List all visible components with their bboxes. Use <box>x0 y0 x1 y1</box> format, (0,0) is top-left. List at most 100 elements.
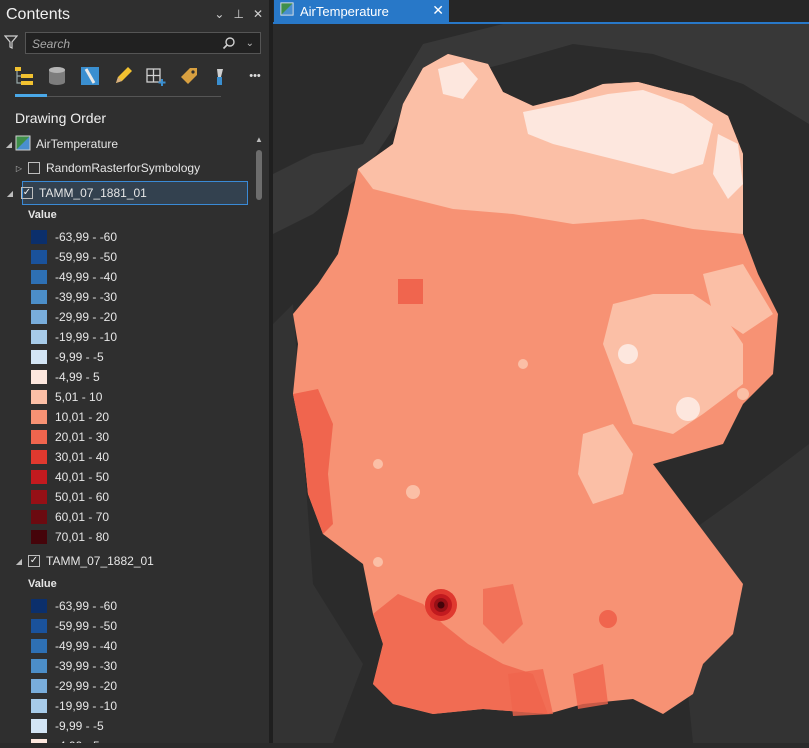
expand-arrow-icon[interactable]: ◢ <box>15 556 23 566</box>
collapse-arrow-icon[interactable]: ▷ <box>15 163 23 173</box>
layer-tree: ◢ AirTemperature ▷ RandomRasterforSymbol… <box>0 132 253 743</box>
legend-label: -4,99 - 5 <box>55 370 100 384</box>
list-by-data-source-icon[interactable] <box>45 64 69 88</box>
legend-entry[interactable]: -9,99 - -5 <box>31 349 104 365</box>
close-tab-icon[interactable]: ✕ <box>432 2 444 18</box>
legend-swatch[interactable] <box>31 739 47 743</box>
legend-entry[interactable]: 60,01 - 70 <box>31 509 109 525</box>
legend-swatch[interactable] <box>31 470 47 484</box>
layer-visibility-checkbox[interactable]: ✓ <box>21 187 33 199</box>
legend-entry[interactable]: -19,99 - -10 <box>31 698 117 714</box>
legend-entry[interactable]: -39,99 - -30 <box>31 658 117 674</box>
legend-entry[interactable]: -49,99 - -40 <box>31 638 117 654</box>
neighbor-land <box>273 24 809 234</box>
legend-label: -59,99 - -50 <box>55 250 118 264</box>
legend-entry[interactable]: 10,01 - 20 <box>31 409 109 425</box>
light-island <box>676 397 700 421</box>
legend-label: -59,99 - -50 <box>55 619 118 633</box>
legend-entry[interactable]: 70,01 - 80 <box>31 529 109 545</box>
legend-entry[interactable]: 50,01 - 60 <box>31 489 109 505</box>
legend-swatch[interactable] <box>31 330 47 344</box>
map-canvas[interactable] <box>273 24 809 743</box>
legend-entry[interactable]: -29,99 - -20 <box>31 309 117 325</box>
legend-label: -49,99 - -40 <box>55 270 118 284</box>
legend-swatch[interactable] <box>31 290 47 304</box>
list-by-snapping-icon[interactable] <box>144 64 168 88</box>
legend-swatch[interactable] <box>31 310 47 324</box>
legend-entry[interactable]: -19,99 - -10 <box>31 329 117 345</box>
legend-entry[interactable]: -63,99 - -60 <box>31 598 117 614</box>
legend-entry[interactable]: -59,99 - -50 <box>31 618 117 634</box>
list-by-charts-icon[interactable] <box>210 64 234 88</box>
legend-swatch[interactable] <box>31 350 47 364</box>
search-options-chevron-icon[interactable]: ⌄ <box>245 38 254 49</box>
map-tab[interactable]: AirTemperature ✕ <box>274 0 449 22</box>
legend-entry[interactable]: -29,99 - -20 <box>31 678 117 694</box>
legend-label: 20,01 - 30 <box>55 430 110 444</box>
legend-swatch[interactable] <box>31 430 47 444</box>
search-input[interactable] <box>30 35 214 53</box>
tree-row-layer[interactable]: ◢ ✓ TAMM_07_1882_01 <box>14 551 154 571</box>
map-icon <box>15 135 31 154</box>
legend-swatch[interactable] <box>31 699 47 713</box>
legend-entry[interactable]: -49,99 - -40 <box>31 269 117 285</box>
tree-row-layer[interactable]: ▷ RandomRasterforSymbology <box>14 158 200 178</box>
list-by-editing-icon[interactable] <box>111 64 135 88</box>
scroll-thumb[interactable] <box>256 150 262 200</box>
south-warm-spot <box>599 610 617 628</box>
list-by-selection-icon[interactable] <box>78 64 102 88</box>
legend-swatch[interactable] <box>31 679 47 693</box>
more-icon[interactable]: ••• <box>249 70 261 82</box>
tree-row-layer-selected[interactable]: ◢ ✓ TAMM_07_1881_01 <box>7 181 248 205</box>
expand-arrow-icon[interactable]: ◢ <box>5 139 13 149</box>
layer-visibility-checkbox[interactable]: ✓ <box>28 555 40 567</box>
toolbar-divider <box>15 96 221 97</box>
pane-splitter[interactable] <box>269 0 273 743</box>
legend-label: -63,99 - -60 <box>55 599 118 613</box>
legend-entry[interactable]: 30,01 - 40 <box>31 449 109 465</box>
legend-entry[interactable]: 5,01 - 10 <box>31 389 102 405</box>
legend-entry[interactable]: -63,99 - -60 <box>31 229 117 245</box>
scroll-up-icon[interactable]: ▲ <box>255 135 263 144</box>
list-by-drawing-order-icon[interactable] <box>12 64 36 88</box>
list-by-labeling-icon[interactable] <box>177 64 201 88</box>
central-lighter-patch <box>578 424 633 504</box>
legend-swatch[interactable] <box>31 410 47 424</box>
legend-swatch[interactable] <box>31 719 47 733</box>
legend-swatch[interactable] <box>31 390 47 404</box>
legend-entry[interactable]: -4,99 - 5 <box>31 738 100 743</box>
expand-arrow-icon[interactable]: ◢ <box>6 188 14 198</box>
panel-menu-button[interactable]: ⌄ <box>214 7 225 21</box>
legend-swatch[interactable] <box>31 530 47 544</box>
legend-entry[interactable]: -39,99 - -30 <box>31 289 117 305</box>
tree-row-map[interactable]: ◢ AirTemperature <box>4 134 118 154</box>
hotspot-core <box>437 601 445 609</box>
search-icon[interactable] <box>222 36 236 55</box>
legend-swatch[interactable] <box>31 619 47 633</box>
legend-swatch[interactable] <box>31 370 47 384</box>
layer-visibility-checkbox[interactable] <box>28 162 40 174</box>
active-tab-indicator <box>15 94 47 97</box>
layer-name: RandomRasterforSymbology <box>46 161 201 175</box>
legend-swatch[interactable] <box>31 510 47 524</box>
legend-label: -19,99 - -10 <box>55 699 118 713</box>
close-panel-button[interactable]: ✕ <box>252 7 263 21</box>
legend-entry[interactable]: -9,99 - -5 <box>31 718 104 734</box>
pin-button[interactable]: ⊥ <box>233 7 244 21</box>
legend-entry[interactable]: -4,99 - 5 <box>31 369 100 385</box>
legend-swatch[interactable] <box>31 250 47 264</box>
legend-swatch[interactable] <box>31 450 47 464</box>
legend-entry[interactable]: -59,99 - -50 <box>31 249 117 265</box>
legend-swatch[interactable] <box>31 490 47 504</box>
legend-entry[interactable]: 40,01 - 50 <box>31 469 109 485</box>
tree-scrollbar[interactable]: ▲ <box>253 132 265 743</box>
legend-swatch[interactable] <box>31 659 47 673</box>
filter-icon[interactable] <box>3 35 19 54</box>
legend-swatch[interactable] <box>31 270 47 284</box>
legend-label: 40,01 - 50 <box>55 470 110 484</box>
legend-swatch[interactable] <box>31 599 47 613</box>
legend-entry[interactable]: 20,01 - 30 <box>31 429 109 445</box>
legend-swatch[interactable] <box>31 230 47 244</box>
legend-swatch[interactable] <box>31 639 47 653</box>
legend-label: -19,99 - -10 <box>55 330 118 344</box>
